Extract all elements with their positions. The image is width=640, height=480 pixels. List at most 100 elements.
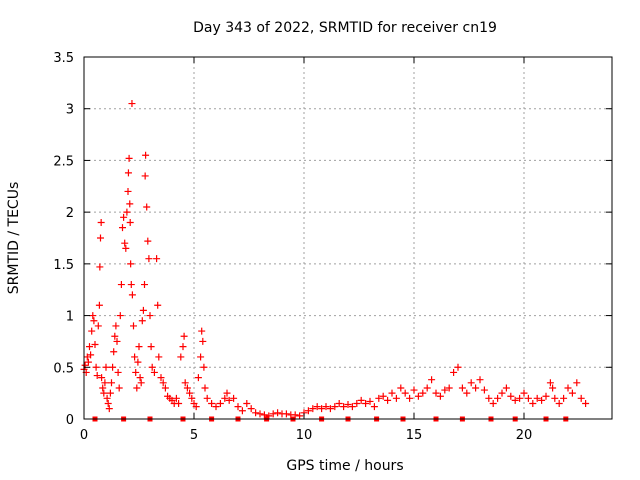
data-point	[225, 396, 233, 404]
data-point	[454, 363, 462, 371]
data-marks	[80, 100, 590, 422]
data-point	[88, 327, 96, 335]
data-point	[161, 384, 169, 392]
data-point	[344, 401, 352, 409]
data-point	[84, 358, 92, 366]
data-point	[423, 384, 431, 392]
data-point	[366, 397, 374, 405]
data-point	[188, 394, 196, 402]
data-point	[192, 403, 200, 411]
data-point	[172, 394, 180, 402]
data-point	[472, 384, 480, 392]
data-point	[410, 386, 418, 394]
data-point	[274, 409, 282, 417]
y-tick-labels: 0 0.5 1 1.5 2 2.5 3 3.5	[53, 51, 74, 428]
data-point	[133, 384, 141, 392]
data-point	[106, 389, 114, 397]
x-tick-label: 5	[190, 428, 198, 443]
y-tick-label: 1	[66, 310, 74, 325]
data-point	[318, 405, 326, 413]
data-point	[436, 392, 444, 400]
data-point	[406, 394, 414, 402]
data-point	[136, 374, 144, 382]
data-point	[157, 374, 165, 382]
data-point	[560, 394, 568, 402]
y-tick-label: 2.5	[53, 154, 74, 169]
y-tick-label: 0	[66, 413, 74, 428]
data-point	[179, 343, 187, 351]
data-point	[445, 384, 453, 392]
data-point	[116, 312, 124, 320]
data-point	[94, 322, 102, 330]
data-point	[256, 410, 264, 418]
data-point	[111, 332, 119, 340]
x-tick-label: 0	[80, 428, 88, 443]
data-point	[99, 384, 107, 392]
data-point	[112, 322, 120, 330]
x-tick-label: 10	[296, 428, 313, 443]
data-point	[529, 399, 537, 407]
data-point	[92, 363, 100, 371]
data-point	[102, 363, 110, 371]
data-point	[577, 394, 585, 402]
data-point	[533, 394, 541, 402]
data-point	[100, 389, 108, 397]
data-point	[87, 351, 95, 359]
data-point	[223, 389, 231, 397]
data-point	[141, 172, 149, 180]
data-point	[103, 394, 111, 402]
data-point	[362, 399, 370, 407]
data-point	[131, 353, 139, 361]
data-point	[90, 317, 98, 325]
data-point	[154, 301, 162, 309]
data-point	[507, 392, 515, 400]
data-point	[582, 399, 590, 407]
x-tick-labels: 0 5 10 15 20	[80, 428, 532, 443]
x-tick-label: 15	[406, 428, 423, 443]
data-point	[524, 394, 532, 402]
data-point	[428, 376, 436, 384]
data-point	[123, 208, 131, 216]
data-point	[142, 151, 150, 159]
data-point	[549, 384, 557, 392]
data-point	[243, 399, 251, 407]
data-point	[476, 376, 484, 384]
data-point	[304, 407, 312, 415]
data-point	[146, 312, 154, 320]
data-point	[485, 394, 493, 402]
plot-frame	[83, 56, 613, 420]
data-point	[538, 396, 546, 404]
data-point	[520, 389, 528, 397]
grid	[84, 57, 612, 419]
data-point	[180, 332, 188, 340]
data-point	[144, 237, 152, 245]
data-point	[109, 363, 117, 371]
data-point	[143, 203, 151, 211]
data-point	[441, 386, 449, 394]
data-point	[542, 392, 550, 400]
data-point	[494, 394, 502, 402]
y-tick-label: 3.5	[53, 51, 74, 66]
data-point	[96, 263, 104, 271]
data-point	[467, 379, 475, 387]
data-point	[114, 368, 122, 376]
data-point	[125, 154, 133, 162]
data-point	[203, 394, 211, 402]
data-point	[138, 317, 146, 325]
data-point	[340, 403, 348, 411]
data-point	[419, 389, 427, 397]
data-point	[564, 384, 572, 392]
axis-ticks	[83, 56, 612, 420]
x-axis-label: GPS time / hours	[286, 458, 403, 474]
data-point	[450, 368, 458, 376]
data-point	[573, 379, 581, 387]
data-point	[197, 353, 205, 361]
data-point	[104, 399, 112, 407]
data-point	[124, 187, 132, 195]
data-point	[147, 343, 155, 351]
data-point	[115, 384, 123, 392]
data-point	[568, 389, 576, 397]
data-point	[181, 379, 189, 387]
y-tick-label: 2	[66, 206, 74, 221]
